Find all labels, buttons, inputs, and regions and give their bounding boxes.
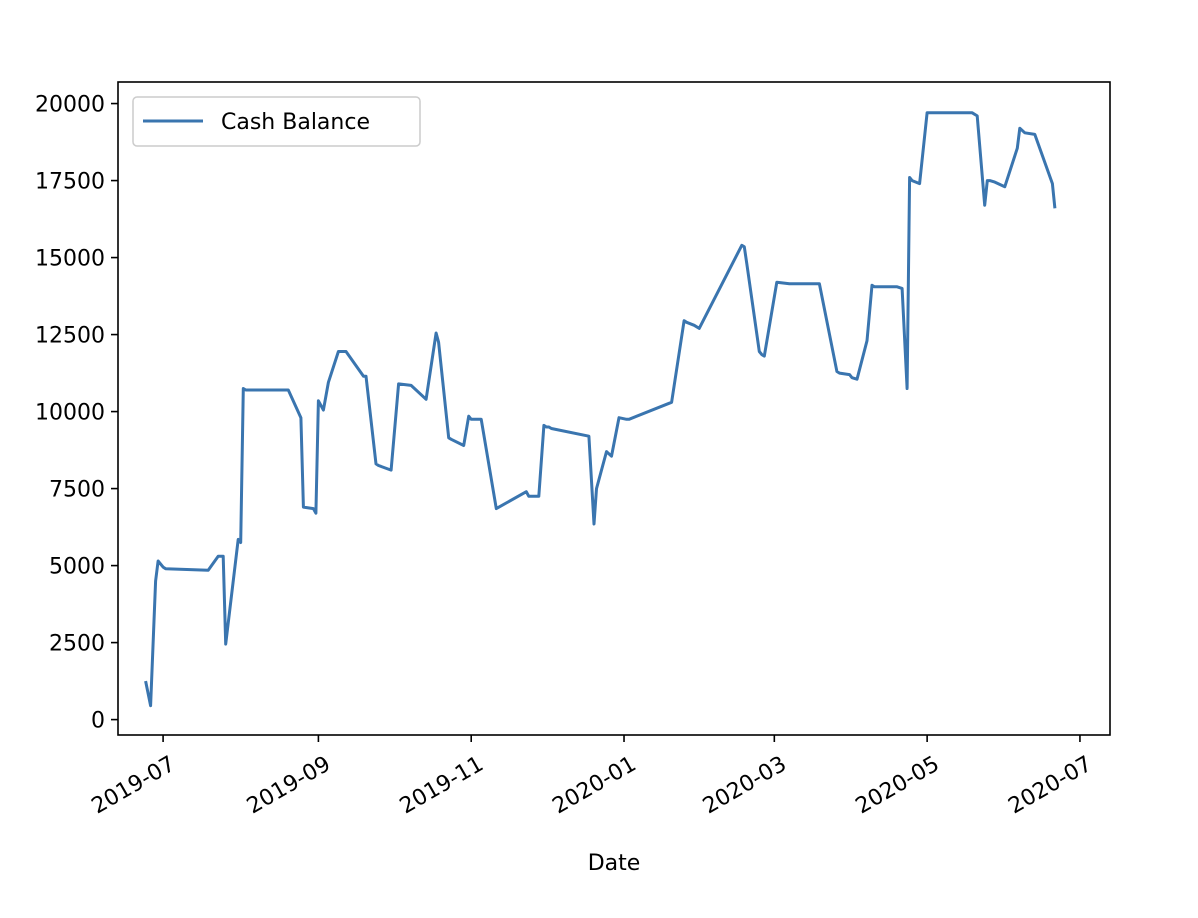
legend-box [132, 96, 421, 147]
y-tick-label: 15000 [35, 247, 105, 272]
plot-frame [117, 81, 1111, 736]
y-tick-label: 7500 [49, 478, 105, 503]
y-tick-label: 12500 [35, 324, 105, 349]
y-tick-label: 2500 [49, 632, 105, 657]
series-line-0 [144, 111, 1057, 708]
legend: Cash Balance [132, 96, 421, 147]
y-tick-label: 10000 [35, 401, 105, 426]
y-tick-label: 5000 [49, 555, 105, 580]
y-tick-label: 20000 [35, 93, 105, 118]
legend-label: Cash Balance [221, 110, 370, 135]
y-tick-label: 17500 [35, 170, 105, 195]
x-axis-label: Date [588, 851, 641, 876]
y-tick-label: 0 [91, 709, 105, 734]
y-axis: 0 2500 5000 7500 10000 12500 15000 17500 20000 [35, 93, 118, 734]
series-layer [144, 111, 1057, 708]
